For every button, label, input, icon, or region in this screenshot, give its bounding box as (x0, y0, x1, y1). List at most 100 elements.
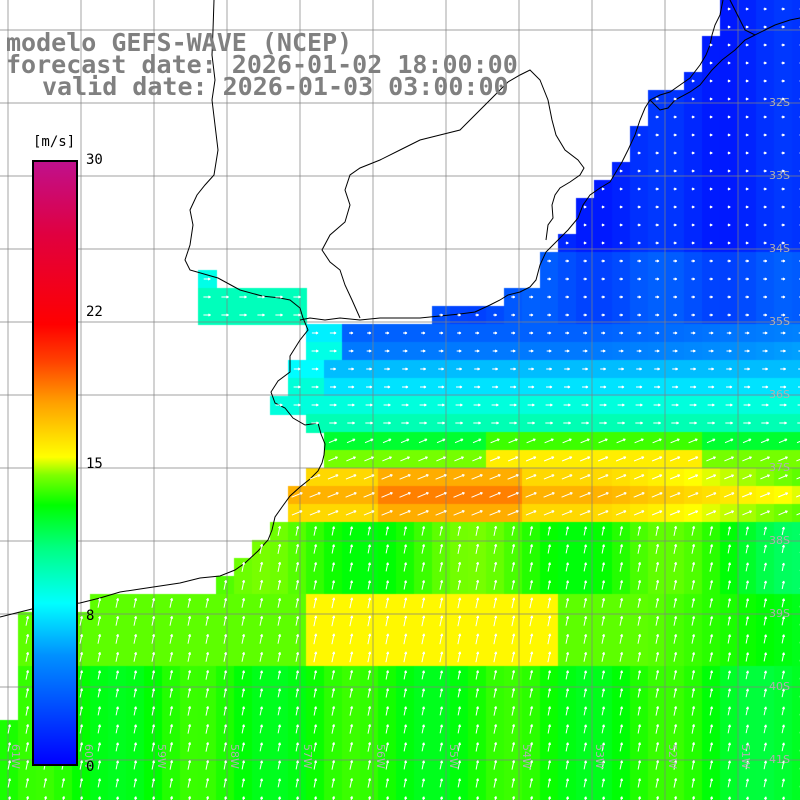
wind-arrow (763, 724, 767, 734)
wind-arrow (7, 742, 12, 752)
wind-arrow (223, 597, 228, 608)
wind-arrow (331, 760, 336, 770)
wind-arrow (346, 438, 356, 444)
wind-arrow (472, 438, 482, 444)
wind-arrow (295, 651, 300, 662)
wind-arrow (583, 796, 588, 800)
wind-arrow (619, 760, 624, 770)
wind-arrow (655, 597, 660, 608)
wind-arrow (511, 597, 516, 609)
wind-arrow (399, 510, 411, 516)
wind-arrow (385, 670, 390, 680)
colorbar-tick-15: 15 (86, 456, 103, 472)
wind-arrow (115, 796, 120, 800)
wind-arrow (547, 313, 552, 317)
wind-arrow (618, 385, 625, 389)
wind-arrow (367, 526, 372, 536)
wind-arrow (457, 778, 462, 788)
wind-arrow (419, 421, 427, 425)
wind-arrow (384, 385, 391, 389)
wind-arrow (544, 438, 554, 444)
wind-arrow (223, 706, 228, 716)
wind-arrow (438, 367, 445, 371)
wind-arrow (742, 438, 752, 444)
wind-arrow (403, 688, 408, 698)
wind-arrow (365, 421, 373, 425)
wind-arrow (781, 760, 785, 770)
wind-arrow (241, 561, 246, 572)
wind-arrow (404, 796, 408, 800)
wind-arrow (457, 543, 462, 554)
wind-arrow (493, 778, 498, 788)
wind-arrow (97, 706, 102, 716)
lat-label: 38S (769, 534, 790, 547)
wind-arrow (277, 742, 282, 752)
wind-arrow (25, 633, 30, 644)
wind-arrow (277, 706, 282, 716)
wind-arrow (511, 706, 516, 716)
wind-arrow (546, 367, 553, 371)
wind-arrow (583, 259, 587, 263)
wind-arrow (475, 670, 480, 680)
wind-arrow (798, 386, 800, 388)
wind-arrow (381, 510, 393, 516)
wind-arrow (493, 615, 498, 627)
wind-arrow (169, 597, 174, 608)
wind-arrow (691, 670, 696, 680)
wind-arrow (169, 742, 174, 752)
wind-arrow (439, 742, 444, 752)
wind-arrow (528, 349, 534, 353)
wind-arrow (241, 688, 246, 698)
wind-arrow (419, 403, 427, 407)
wind-arrow (241, 760, 246, 770)
wind-arrow (259, 633, 264, 644)
wind-arrow (25, 651, 30, 662)
wind-arrow (329, 349, 337, 353)
wind-arrow (565, 760, 570, 770)
wind-arrow (745, 760, 749, 770)
wind-arrow (583, 597, 588, 608)
wind-arrow (690, 367, 697, 371)
wind-arrow (79, 633, 84, 644)
wind-arrow (547, 580, 552, 590)
wind-arrow (439, 796, 444, 800)
wind-arrow (437, 421, 445, 425)
wind-arrow (727, 724, 731, 734)
wind-arrow (673, 313, 678, 317)
wind-arrow (601, 633, 606, 644)
wind-arrow (385, 778, 390, 788)
wind-arrow (367, 760, 372, 770)
wind-arrow (331, 688, 336, 698)
wind-arrow (563, 421, 571, 425)
wind-arrow (760, 438, 770, 444)
wind-arrow (619, 169, 623, 173)
wind-arrow (79, 724, 84, 734)
wind-arrow (133, 651, 138, 662)
wind-arrow (277, 579, 282, 590)
wind-arrow (277, 633, 282, 644)
wind-arrow (295, 561, 300, 572)
wind-arrow (745, 670, 749, 680)
wind-arrow (475, 331, 480, 335)
wind-arrow (7, 760, 12, 770)
wind-arrow (133, 742, 138, 752)
wind-arrow (654, 331, 660, 335)
wind-arrow (727, 616, 732, 626)
wind-arrow (187, 778, 192, 788)
wind-arrow (727, 760, 731, 770)
wind-arrow (293, 313, 301, 317)
wind-arrow (187, 597, 192, 608)
wind-arrow (583, 706, 588, 716)
lat-label: 40S (769, 680, 790, 693)
wind-arrow (277, 724, 282, 734)
wind-arrow (529, 580, 534, 590)
wind-arrow (673, 778, 678, 788)
wind-arrow (724, 438, 734, 444)
wind-arrow (727, 205, 731, 209)
wind-arrow (329, 403, 337, 407)
wind-arrow (671, 403, 679, 407)
wind-arrow (259, 615, 264, 626)
wind-arrow (489, 474, 501, 480)
wind-arrow (313, 706, 318, 716)
wind-arrow (669, 510, 681, 516)
